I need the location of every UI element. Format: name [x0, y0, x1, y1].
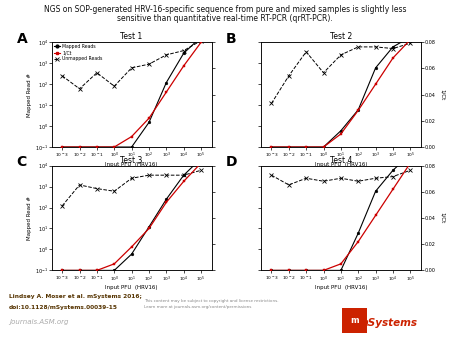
- Legend: Mapped Reads, 1/Ct, Unmapped Reads: Mapped Reads, 1/Ct, Unmapped Reads: [53, 44, 103, 62]
- Title: Test 3: Test 3: [121, 156, 143, 165]
- Text: This content may be subject to copyright and license restrictions.: This content may be subject to copyright…: [144, 299, 279, 303]
- Text: sensitive than quantitative real-time RT-PCR (qrRT-PCR).: sensitive than quantitative real-time RT…: [117, 14, 333, 23]
- Text: D: D: [226, 155, 237, 169]
- Text: Lindsey A. Moser et al. mSystems 2016;: Lindsey A. Moser et al. mSystems 2016;: [9, 294, 142, 299]
- Text: m: m: [350, 316, 359, 325]
- Y-axis label: Mapped Read #: Mapped Read #: [27, 73, 32, 117]
- X-axis label: Input PFU  (HRV16): Input PFU (HRV16): [105, 162, 158, 167]
- Title: Test 4: Test 4: [330, 156, 352, 165]
- X-axis label: Input PFU  (HRV16): Input PFU (HRV16): [105, 285, 158, 290]
- Title: Test 2: Test 2: [330, 32, 352, 42]
- Y-axis label: 1/Ct: 1/Ct: [440, 212, 445, 224]
- Title: Test 1: Test 1: [121, 32, 143, 42]
- Text: A: A: [17, 32, 27, 46]
- X-axis label: Input PFU  (HRV16): Input PFU (HRV16): [315, 285, 367, 290]
- Text: NGS on SOP-generated HRV-16-specific sequence from pure and mixed samples is sli: NGS on SOP-generated HRV-16-specific seq…: [44, 5, 406, 14]
- Y-axis label: Mapped Read #: Mapped Read #: [27, 196, 32, 240]
- Y-axis label: 1/Ct: 1/Ct: [440, 89, 445, 100]
- X-axis label: Input PFU  (HRV16): Input PFU (HRV16): [315, 162, 367, 167]
- Text: doi:10.1128/mSystems.00039-15: doi:10.1128/mSystems.00039-15: [9, 305, 118, 310]
- Text: mSystems: mSystems: [358, 318, 418, 328]
- Text: C: C: [17, 155, 27, 169]
- Text: Journals.ASM.org: Journals.ASM.org: [9, 319, 68, 325]
- Text: B: B: [226, 32, 237, 46]
- Text: Learn more at journals.asm.org/content/permissions: Learn more at journals.asm.org/content/p…: [144, 305, 252, 309]
